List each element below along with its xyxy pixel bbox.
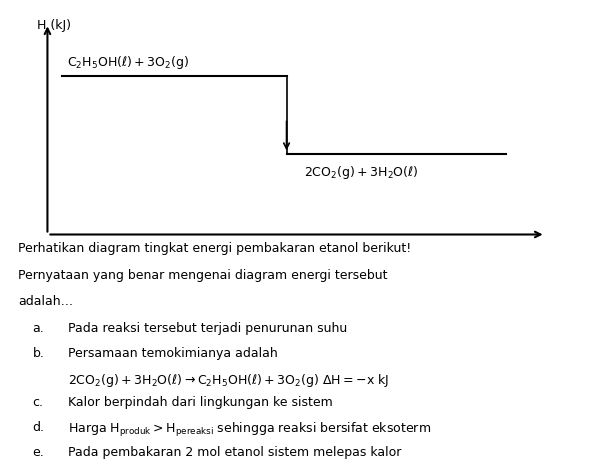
Text: b.: b. — [33, 347, 44, 360]
Text: e.: e. — [33, 446, 44, 459]
Text: Pada reaksi tersebut terjadi penurunan suhu: Pada reaksi tersebut terjadi penurunan s… — [68, 323, 347, 335]
Text: a.: a. — [33, 323, 44, 335]
Text: $\mathrm{2CO_2(g) + 3H_2O(\ell)}$: $\mathrm{2CO_2(g) + 3H_2O(\ell)}$ — [304, 164, 419, 181]
Text: Kalor berpindah dari lingkungan ke sistem: Kalor berpindah dari lingkungan ke siste… — [68, 396, 333, 409]
Text: c.: c. — [33, 396, 44, 409]
Text: d.: d. — [33, 421, 44, 434]
Text: Harga $\mathrm{H_{produk} > H_{pereaksi}}$ sehingga reaksi bersifat eksoterm: Harga $\mathrm{H_{produk} > H_{pereaksi}… — [68, 421, 431, 439]
Text: $\mathrm{C_2H_5OH(\ell) + 3O_2(g)}$: $\mathrm{C_2H_5OH(\ell) + 3O_2(g)}$ — [68, 54, 190, 71]
Text: Persamaan temokimianya adalah: Persamaan temokimianya adalah — [68, 347, 278, 360]
Text: Perhatikan diagram tingkat energi pembakaran etanol berikut!: Perhatikan diagram tingkat energi pembak… — [18, 242, 411, 255]
Text: adalah…: adalah… — [18, 295, 73, 309]
Text: Pada pembakaran 2 mol etanol sistem melepas kalor: Pada pembakaran 2 mol etanol sistem mele… — [68, 446, 401, 459]
Text: $\mathrm{2CO_2(g) + 3H_2O(\ell) \rightarrow C_2H_5OH(\ell) + 3O_2(g)\ \Delta H =: $\mathrm{2CO_2(g) + 3H_2O(\ell) \rightar… — [68, 371, 390, 389]
Text: Pernyataan yang benar mengenai diagram energi tersebut: Pernyataan yang benar mengenai diagram e… — [18, 268, 387, 281]
Text: H (kJ): H (kJ) — [37, 19, 72, 32]
